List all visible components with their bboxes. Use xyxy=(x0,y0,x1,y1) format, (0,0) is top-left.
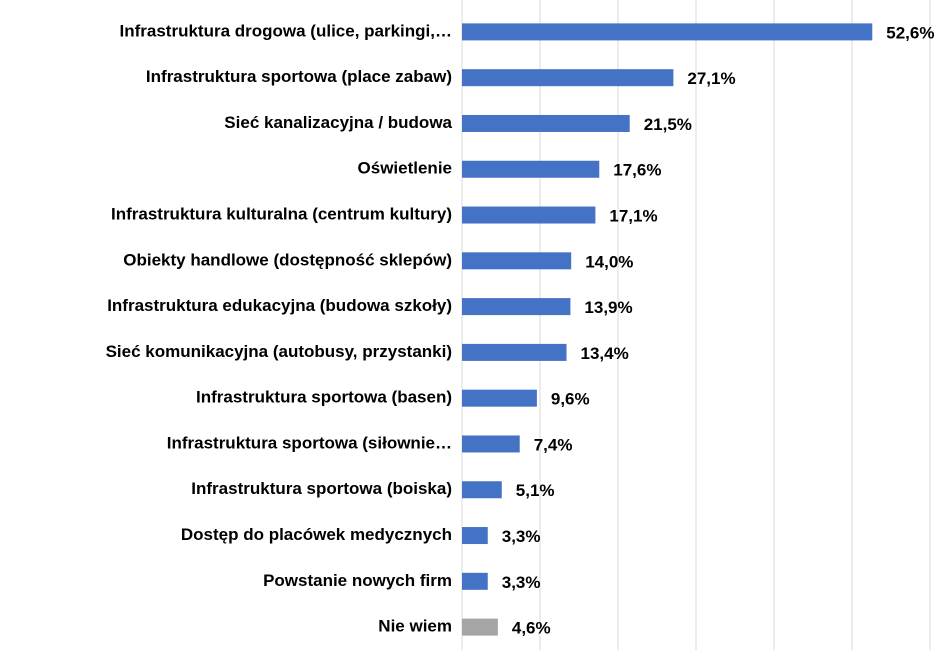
category-label: Dostęp do placówek medycznych xyxy=(181,525,452,544)
category-label: Infrastruktura kulturalna (centrum kultu… xyxy=(111,205,452,224)
value-label: 3,3% xyxy=(502,573,541,592)
category-label: Infrastruktura sportowa (siłownie… xyxy=(167,433,452,452)
bar xyxy=(462,618,498,636)
category-label: Infrastruktura edukacyjna (budowa szkoły… xyxy=(107,296,452,315)
bar xyxy=(462,252,572,270)
category-label: Powstanie nowych firm xyxy=(263,571,452,590)
value-label: 13,4% xyxy=(581,344,629,363)
value-label: 17,6% xyxy=(613,161,661,180)
category-label: Obiekty handlowe (dostępność sklepów) xyxy=(123,250,452,269)
bar xyxy=(462,160,600,178)
category-label: Infrastruktura sportowa (place zabaw) xyxy=(146,67,452,86)
value-label: 21,5% xyxy=(644,115,692,134)
value-label: 4,6% xyxy=(512,619,551,638)
category-label: Infrastruktura sportowa (basen) xyxy=(196,388,452,407)
value-label: 14,0% xyxy=(585,252,633,271)
bar xyxy=(462,572,488,590)
value-label: 13,9% xyxy=(584,298,632,317)
value-label: 52,6% xyxy=(886,23,934,42)
category-label: Sieć komunikacyjna (autobusy, przystanki… xyxy=(106,342,452,361)
bar xyxy=(462,343,567,361)
category-label: Infrastruktura drogowa (ulice, parkingi,… xyxy=(120,21,453,40)
category-label: Nie wiem xyxy=(378,617,452,636)
bar xyxy=(462,435,520,453)
category-label: Infrastruktura sportowa (boiska) xyxy=(191,479,452,498)
bar xyxy=(462,481,502,499)
bar xyxy=(462,114,630,132)
category-label: Sieć kanalizacyjna / budowa xyxy=(224,113,452,132)
value-label: 5,1% xyxy=(516,481,555,500)
value-label: 17,1% xyxy=(609,207,657,226)
value-label: 3,3% xyxy=(502,527,541,546)
bar xyxy=(462,389,537,407)
bar xyxy=(462,298,571,316)
category-label: Oświetlenie xyxy=(358,159,452,178)
value-label: 7,4% xyxy=(534,435,573,454)
bar xyxy=(462,206,596,224)
bar xyxy=(462,527,488,545)
value-label: 9,6% xyxy=(551,390,590,409)
bar xyxy=(462,69,674,87)
bar xyxy=(462,23,873,41)
value-label: 27,1% xyxy=(687,69,735,88)
